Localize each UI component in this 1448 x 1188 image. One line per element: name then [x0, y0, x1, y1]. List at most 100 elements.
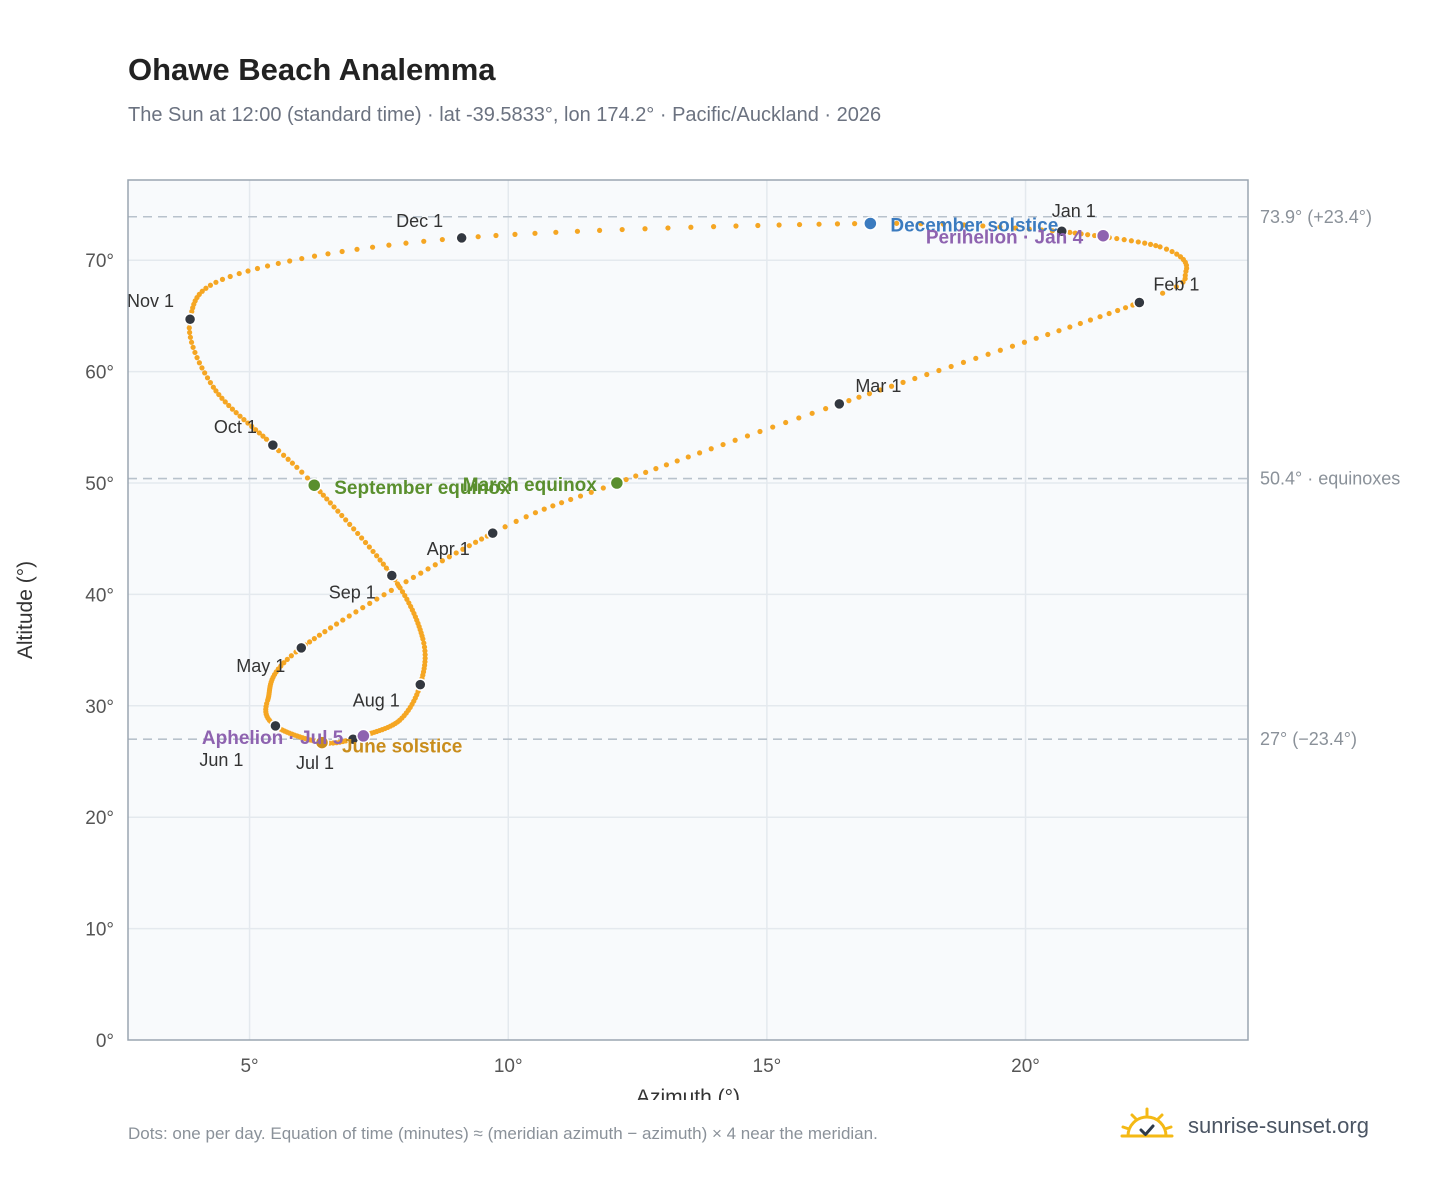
day-dot: [1026, 226, 1032, 232]
day-dot: [327, 625, 334, 631]
day-dot: [187, 329, 193, 336]
month-marker-label: Nov 1: [127, 291, 174, 311]
day-dot: [381, 592, 387, 598]
day-dot: [1072, 230, 1078, 236]
month-marker-label: Dec 1: [396, 211, 443, 231]
day-dot: [1078, 231, 1084, 237]
day-dot: [553, 229, 559, 235]
month-marker: [266, 438, 280, 452]
month-marker-label: Jul 1: [296, 753, 334, 773]
day-dot: [643, 469, 649, 475]
day-dot: [710, 224, 717, 230]
day-dot: [665, 225, 671, 231]
day-dot: [980, 223, 986, 229]
day-dot: [233, 410, 239, 416]
analemma-path: [186, 220, 1190, 746]
month-marker: [269, 719, 282, 733]
day-dot: [394, 581, 401, 587]
day-dot: [360, 605, 366, 611]
day-dot: [359, 535, 365, 541]
day-dot: [187, 334, 193, 340]
day-dot: [1183, 268, 1189, 274]
day-dot: [852, 221, 858, 227]
day-dot: [289, 460, 296, 466]
day-dot: [663, 462, 670, 468]
day-dot: [203, 285, 209, 291]
day-dot: [466, 543, 472, 549]
day-dot: [299, 469, 305, 475]
day-dot: [422, 655, 428, 661]
day-dot: [453, 550, 459, 556]
day-dot: [188, 339, 195, 345]
day-dot: [997, 347, 1003, 353]
month-marker: [385, 569, 399, 582]
day-dot: [856, 394, 862, 400]
month-marker-label: May 1: [236, 656, 285, 676]
month-marker: [1133, 296, 1146, 309]
day-dot: [294, 464, 300, 470]
month-marker-label: Mar 1: [855, 376, 901, 396]
event-label: September equinox: [334, 478, 511, 499]
day-dot: [275, 260, 281, 267]
day-dot: [439, 236, 445, 243]
day-dot: [619, 226, 625, 233]
day-dot: [697, 450, 703, 456]
day-dot: [207, 282, 214, 288]
day-dot: [219, 395, 225, 401]
day-dot: [229, 406, 236, 412]
plot-frame: [127, 179, 1249, 1041]
day-dot: [347, 521, 353, 527]
day-dot: [320, 492, 326, 498]
day-dot: [383, 565, 389, 571]
day-dot: [213, 279, 219, 285]
day-dot: [776, 222, 782, 228]
day-dot: [299, 255, 305, 262]
day-dot: [894, 220, 900, 226]
day-dot: [733, 223, 739, 229]
y-tick-label: 40°: [85, 585, 114, 606]
day-dot: [1135, 239, 1141, 245]
month-marker: [414, 678, 427, 691]
day-dot: [961, 222, 967, 228]
day-dot: [327, 500, 333, 506]
y-tick-label: 30°: [85, 697, 114, 718]
day-dot: [653, 466, 659, 472]
day-dot: [918, 221, 924, 227]
day-dot: [322, 629, 328, 635]
x-tick-label: 15°: [753, 1056, 782, 1077]
day-dot: [264, 263, 271, 269]
month-marker-label: Oct 1: [214, 417, 257, 437]
day-dot: [708, 446, 714, 452]
day-dot: [439, 558, 445, 564]
day-dot: [207, 380, 214, 386]
month-marker-label: Sep 1: [329, 582, 376, 602]
day-dot: [362, 539, 369, 546]
day-dot: [550, 503, 556, 509]
day-dot: [478, 536, 485, 542]
day-dot: [816, 221, 822, 227]
event-label: June solstice: [342, 737, 462, 758]
y-tick-label: 0°: [96, 1031, 114, 1052]
day-dot: [460, 546, 466, 552]
brand-logo[interactable]: sunrise-sunset.org: [1120, 1104, 1369, 1148]
day-dot: [688, 224, 694, 230]
day-dot: [421, 640, 427, 646]
day-dot: [770, 424, 776, 430]
day-dot: [421, 238, 427, 244]
day-dot: [1067, 229, 1073, 235]
day-dot: [316, 632, 323, 638]
day-dot: [353, 609, 359, 615]
day-dot: [1021, 339, 1028, 345]
day-dot: [732, 437, 738, 443]
day-dot: [1147, 241, 1154, 247]
day-dot: [1174, 251, 1180, 257]
day-dot: [513, 518, 519, 524]
day-dot: [502, 524, 508, 530]
day-dot: [402, 592, 408, 599]
month-marker-label: Aug 1: [353, 691, 400, 711]
day-dot: [311, 253, 318, 259]
day-dot: [685, 454, 691, 460]
day-dot: [1097, 314, 1103, 320]
day-dot: [1012, 225, 1018, 231]
